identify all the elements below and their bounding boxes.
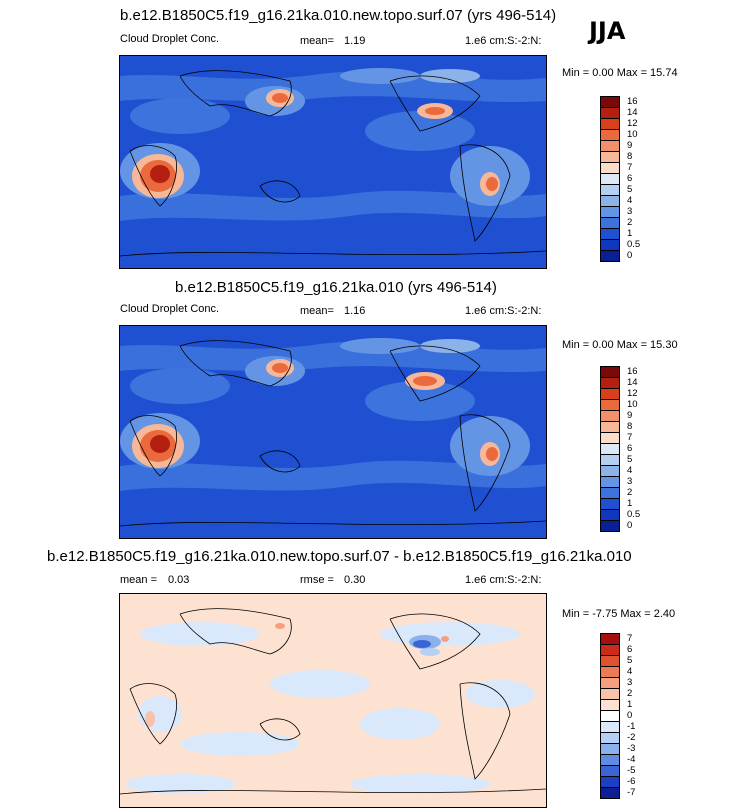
colorbar-label: 0 <box>627 710 633 721</box>
colorbar-label: 16 <box>627 96 638 107</box>
colorbar-label: 10 <box>627 399 638 410</box>
panel3-rmse-value: 0.30 <box>344 574 366 586</box>
colorbar-label: 3 <box>627 677 633 688</box>
colorbar-label: 8 <box>627 421 633 432</box>
panel2-colorbar: 16 14 12 10 9 8 7 6 5 4 3 2 1 0.5 0 <box>600 366 660 536</box>
panel1-units: 1.e6 cm:S:-2:N: <box>465 35 542 47</box>
colorbar-label: 2 <box>627 217 633 228</box>
panel1-variable: Cloud Droplet Conc. <box>120 33 220 45</box>
colorbar-label: 6 <box>627 173 633 184</box>
colorbar-label: 1 <box>627 228 633 239</box>
panel1-title: b.e12.B1850C5.f19_g16.21ka.010.new.topo.… <box>120 7 557 24</box>
colorbar-label: 0 <box>627 250 633 261</box>
panel1-mean-label: mean= <box>300 35 334 47</box>
colorbar-label: 8 <box>627 151 633 162</box>
panel2-variable: Cloud Droplet Conc. <box>120 303 220 315</box>
panel3-title: b.e12.B1850C5.f19_g16.21ka.010.new.topo.… <box>47 548 632 565</box>
colorbar-label: 9 <box>627 140 633 151</box>
panel3-colorbar: 7 6 5 4 3 2 1 0 -1 -2 -3 -4 -5 -6 -7 <box>600 633 660 803</box>
panel3-mean-label: mean = <box>120 574 157 586</box>
colorbar-label: 3 <box>627 206 633 217</box>
colorbar-label: 4 <box>627 666 633 677</box>
colorbar-label: 3 <box>627 476 633 487</box>
colorbar-label: -1 <box>627 721 636 732</box>
colorbar-label: -3 <box>627 743 636 754</box>
panel1-mean-value: 1.19 <box>344 35 366 47</box>
colorbar-label: 12 <box>627 118 638 129</box>
colorbar-label: 14 <box>627 377 638 388</box>
panel3-minmax: Min = -7.75 Max = 2.40 <box>562 608 676 620</box>
colorbar-label: 7 <box>627 432 633 443</box>
panel1-minmax: Min = 0.00 Max = 15.74 <box>562 67 678 79</box>
colorbar-label: 5 <box>627 184 633 195</box>
colorbar-label: 14 <box>627 107 638 118</box>
colorbar-label: 7 <box>627 633 633 644</box>
colorbar-label: 4 <box>627 195 633 206</box>
panel2-map <box>119 325 547 539</box>
colorbar-swatch <box>600 520 620 532</box>
colorbar-label: 0 <box>627 520 633 531</box>
panel2-units: 1.e6 cm:S:-2:N: <box>465 305 542 317</box>
panel2-minmax: Min = 0.00 Max = 15.30 <box>562 339 678 351</box>
panel3-rmse-label: rmse = <box>300 574 334 586</box>
colorbar-label: 5 <box>627 454 633 465</box>
colorbar-label: 1 <box>627 699 633 710</box>
colorbar-label: -4 <box>627 754 636 765</box>
season-label: JJA <box>589 17 626 45</box>
colorbar-label: 4 <box>627 465 633 476</box>
colorbar-label: 6 <box>627 644 633 655</box>
panel1-colorbar: 16 14 12 10 9 8 7 6 5 4 3 2 1 0.5 0 <box>600 96 660 266</box>
colorbar-label: 10 <box>627 129 638 140</box>
colorbar-label: 2 <box>627 487 633 498</box>
colorbar-label: -7 <box>627 787 636 798</box>
colorbar-label: 0.5 <box>627 239 641 250</box>
colorbar-label: 5 <box>627 655 633 666</box>
colorbar-label: -6 <box>627 776 636 787</box>
colorbar-label: 1 <box>627 498 633 509</box>
panel3-mean-value: 0.03 <box>168 574 190 586</box>
colorbar-swatch <box>600 787 620 799</box>
colorbar-label: 16 <box>627 366 638 377</box>
panel2-mean-label: mean= <box>300 305 334 317</box>
panel2-title: b.e12.B1850C5.f19_g16.21ka.010 (yrs 496-… <box>175 279 497 296</box>
colorbar-label: 6 <box>627 443 633 454</box>
colorbar-label: -5 <box>627 765 636 776</box>
colorbar-label: 2 <box>627 688 633 699</box>
colorbar-label: -2 <box>627 732 636 743</box>
panel1-map <box>119 55 547 269</box>
panel3-units: 1.e6 cm:S:-2:N: <box>465 574 542 586</box>
colorbar-swatch <box>600 250 620 262</box>
colorbar-label: 12 <box>627 388 638 399</box>
colorbar-label: 0.5 <box>627 509 641 520</box>
colorbar-label: 9 <box>627 410 633 421</box>
panel3-map <box>119 593 547 808</box>
panel2-mean-value: 1.16 <box>344 305 366 317</box>
colorbar-label: 7 <box>627 162 633 173</box>
